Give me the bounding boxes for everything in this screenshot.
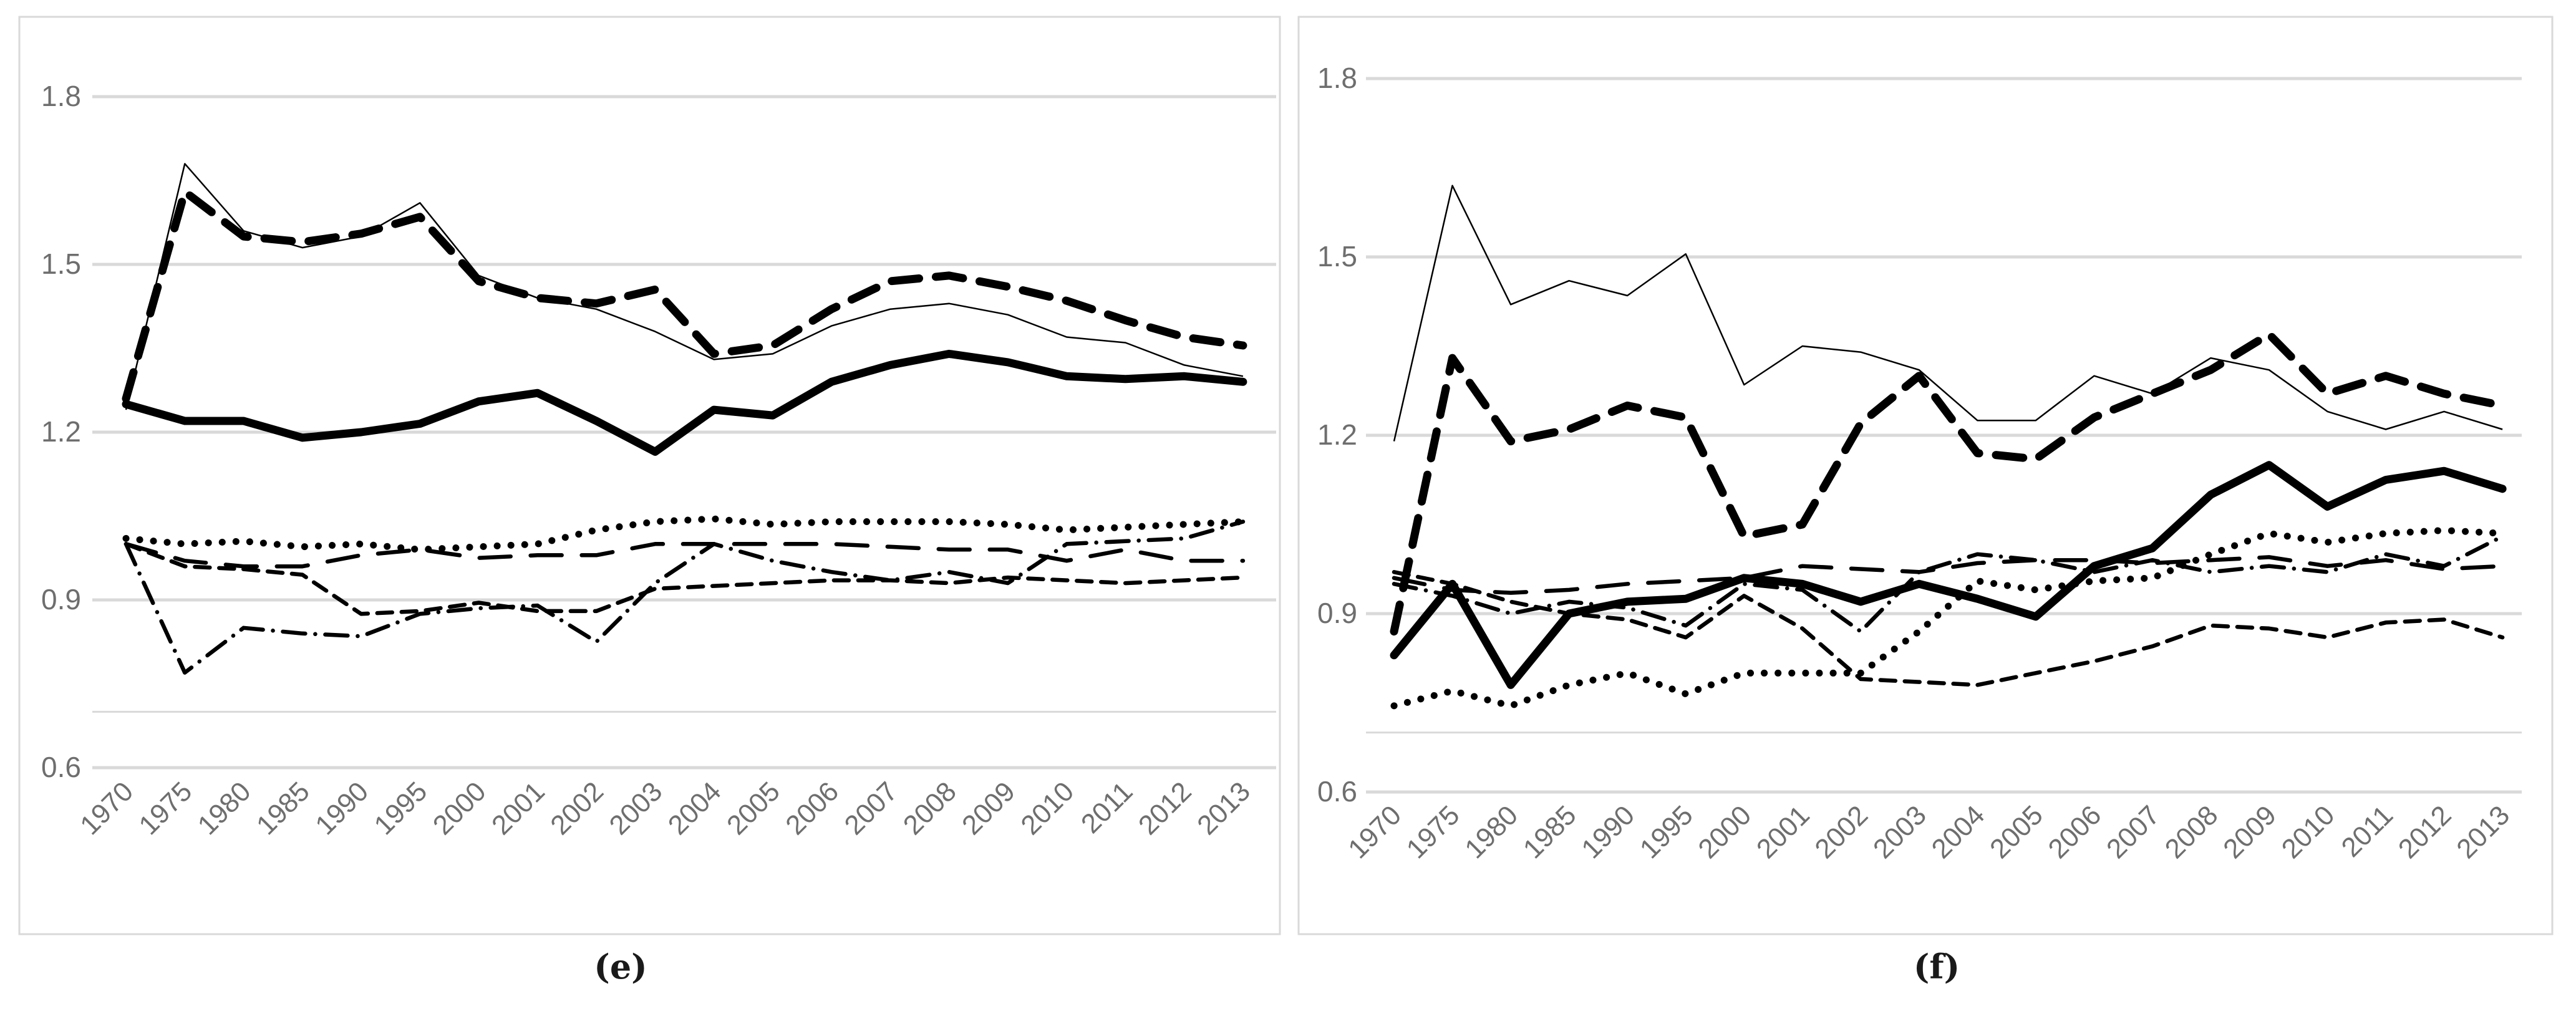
chart-f-x-tick-label-2004: 2004 xyxy=(1926,799,1991,864)
chart-e-series-thick-solid-line xyxy=(122,349,1247,456)
chart-e-series-long-dash-line xyxy=(123,542,1246,569)
chart-f-x-tick-label-2003: 2003 xyxy=(1867,799,1932,864)
chart-f-x-tick-label-1975: 1975 xyxy=(1401,799,1466,864)
chart-e-series-dotted-line xyxy=(122,515,1247,553)
chart-f-series-long-dash-line xyxy=(1392,555,2505,595)
chart-e-series-thick-dashed-line xyxy=(122,187,1247,403)
chart-f-x-tick-label-2000: 2000 xyxy=(1692,799,1757,864)
chart-e-x-tick-label-2011: 2011 xyxy=(1075,776,1139,839)
chart-f-caption: (f) xyxy=(1913,947,1960,987)
chart-f-x-tick-label-2008: 2008 xyxy=(2159,799,2224,864)
chart-f-series-thick-solid-line xyxy=(1390,461,2507,689)
chart-e-x-tick-label-2000: 2000 xyxy=(427,776,492,841)
chart-f-x-tick-label-1990: 1990 xyxy=(1576,799,1640,864)
chart-f-x-tick-label-2006: 2006 xyxy=(2043,799,2108,864)
chart-f-series-thick-dashed-line xyxy=(1390,330,2507,636)
chart-e-series-thin-solid-line xyxy=(125,163,1244,410)
chart-e-x-tick-label-1985: 1985 xyxy=(251,776,316,841)
chart-f-x-tick-label-2011: 2011 xyxy=(2336,799,2399,863)
chart-e-x-tick-label-2013: 2013 xyxy=(1191,776,1256,841)
chart-f-x-tick-label-2005: 2005 xyxy=(1984,799,2049,864)
chart-e-series-dash-dot-line xyxy=(123,519,1246,675)
chart-e-x-tick-label-2003: 2003 xyxy=(604,776,669,841)
chart-e-x-tick-label-1970: 1970 xyxy=(74,776,139,841)
chart-e-series-short-dash-line xyxy=(123,542,1246,616)
chart-f-x-tick-label-2009: 2009 xyxy=(2217,799,2282,864)
chart-e-x-tick-label-2006: 2006 xyxy=(780,776,845,841)
chart-f-y-tick-label-1.2: 1.2 xyxy=(1317,418,1357,451)
chart-f-series-thin-solid-line xyxy=(1393,185,2503,442)
chart-f-series-dash-dot-line xyxy=(1392,534,2505,634)
chart-e-x-tick-label-2012: 2012 xyxy=(1133,776,1198,841)
chart-e-x-tick-label-2008: 2008 xyxy=(898,776,962,841)
chart-e-x-tick-label-2005: 2005 xyxy=(721,776,786,841)
chart-e-y-tick-label-1.2: 1.2 xyxy=(41,415,81,448)
chart-f-series-dotted-line xyxy=(1390,527,2506,710)
chart-e-frame xyxy=(18,16,1281,935)
chart-e-x-tick-label-1995: 1995 xyxy=(369,776,433,841)
chart-f-y-tick-label-0.9: 0.9 xyxy=(1317,597,1357,629)
chart-f-x-tick-label-2012: 2012 xyxy=(2393,799,2457,864)
chart-f-y-tick-label-1.8: 1.8 xyxy=(1317,62,1357,94)
chart-f-x-tick-label-2002: 2002 xyxy=(1809,799,1874,864)
chart-f-y-tick-label-1.5: 1.5 xyxy=(1317,240,1357,273)
chart-f-x-tick-label-2013: 2013 xyxy=(2451,799,2515,864)
chart-f-x-tick-label-2010: 2010 xyxy=(2276,799,2341,864)
chart-f-x-tick-label-1980: 1980 xyxy=(1459,799,1524,864)
chart-e-caption: (e) xyxy=(594,947,647,987)
chart-e-x-tick-label-1975: 1975 xyxy=(133,776,198,841)
chart-e-x-tick-label-2010: 2010 xyxy=(1015,776,1080,841)
chart-f-y-tick-label-0.6: 0.6 xyxy=(1317,775,1357,808)
chart-e-y-tick-label-1.8: 1.8 xyxy=(41,80,81,112)
chart-f-frame xyxy=(1297,16,2554,935)
chart-e-x-tick-label-2007: 2007 xyxy=(839,776,904,841)
chart-f-x-tick-label-2001: 2001 xyxy=(1751,799,1816,864)
chart-f-x-tick-label-1985: 1985 xyxy=(1518,799,1582,864)
chart-e-x-tick-label-2009: 2009 xyxy=(956,776,1021,841)
chart-e-x-tick-label-1980: 1980 xyxy=(192,776,257,841)
chart-e-y-tick-label-0.9: 0.9 xyxy=(41,583,81,616)
chart-f-series-short-dash-line xyxy=(1392,570,2505,687)
chart-f-x-tick-label-2007: 2007 xyxy=(2101,799,2166,864)
chart-f-x-tick-label-1970: 1970 xyxy=(1342,799,1407,864)
chart-e-x-tick-label-1990: 1990 xyxy=(309,776,374,841)
chart-e-x-tick-label-2001: 2001 xyxy=(486,776,551,841)
chart-f-x-tick-label-1995: 1995 xyxy=(1634,799,1699,864)
chart-e-y-tick-label-0.6: 0.6 xyxy=(41,751,81,783)
chart-e-x-tick-label-2004: 2004 xyxy=(662,776,727,841)
chart-e-y-tick-label-1.5: 1.5 xyxy=(41,248,81,280)
chart-e-x-tick-label-2002: 2002 xyxy=(545,776,609,841)
